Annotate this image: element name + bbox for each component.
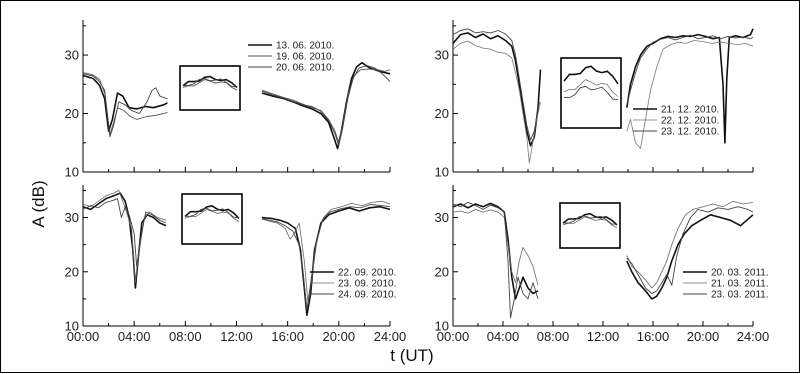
series-line-1 (261, 61, 391, 150)
panel-2: 10 20 30 21. 12. 2010.22. 12. 2010.23. 12. … (435, 20, 754, 180)
series-line-1 (626, 214, 754, 300)
x-tick-label: 12:00 (587, 329, 620, 344)
series-line-3 (261, 65, 391, 147)
legend-entry: 20. 03. 2011. (711, 268, 769, 279)
inset-box (181, 193, 243, 245)
series-line-3 (626, 206, 754, 294)
series-line-2 (626, 40, 754, 149)
series-line-2 (82, 190, 167, 283)
x-tick-label: 20:00 (687, 329, 720, 344)
inset (179, 65, 241, 111)
y-tick-label: 20 (65, 264, 79, 279)
y-tick-label: 30 (65, 210, 79, 225)
inset-line-3 (563, 85, 619, 101)
legend-entry: 24. 09. 2010. (338, 290, 396, 301)
y-tick-label: 20 (435, 264, 449, 279)
y-tick-label: 10 (435, 165, 449, 180)
series-line-3 (452, 28, 540, 141)
x-tick-label: 00:00 (437, 329, 470, 344)
y-axis-label: A (dB) (29, 180, 48, 227)
inset (560, 57, 622, 129)
series-line-1 (82, 74, 168, 132)
legend-entry: 13. 06. 2010. (276, 41, 334, 52)
x-tick-label: 16:00 (271, 329, 304, 344)
series-line-3 (262, 204, 391, 311)
inset (181, 193, 243, 245)
series-line-1 (452, 202, 539, 300)
series-line-2 (261, 200, 391, 305)
legend-entry: 20. 06. 2010. (276, 63, 334, 74)
x-tick-label: 20:00 (323, 329, 356, 344)
x-tick-label: 08:00 (169, 329, 202, 344)
y-tick-label: 20 (65, 106, 79, 121)
series-line-3 (82, 198, 167, 267)
legend-entry: 22. 09. 2010. (338, 268, 396, 279)
x-tick-label: 24:00 (737, 329, 770, 344)
y-tick-label: 30 (65, 48, 79, 63)
inset-box (179, 65, 241, 111)
legend-entry: 23. 03. 2011. (711, 290, 769, 301)
y-tick-label: 30 (435, 210, 449, 225)
inset-line-1 (562, 212, 618, 226)
inset-line-1 (184, 205, 240, 219)
y-tick-label: 20 (435, 106, 449, 121)
panel-3: 10 20 30 00:00 04:00 08:00 12:00 16:00 20:00 24:0… (65, 185, 407, 344)
series-line-2 (261, 68, 391, 144)
series-line-2 (82, 72, 168, 135)
y-tick-label: 10 (65, 319, 79, 334)
legend-entry: 23. 09. 2010. (338, 279, 396, 290)
panel-4: 10 20 30 00:00 04:00 08:00 12:00 16:00 20:00 24:0… (435, 185, 770, 344)
inset (559, 202, 621, 249)
legend-entry: 22. 12. 2010. (661, 116, 719, 127)
panel-1: 10 20 30 13. 06. 2010.19. 06. 2010.20. 06. … (65, 20, 391, 180)
inset-line-2 (563, 79, 619, 97)
x-tick-label: 04:00 (487, 329, 520, 344)
x-tick-label: 24:00 (374, 329, 407, 344)
x-axis-label: t (UT) (390, 346, 433, 365)
x-tick-label: 08:00 (537, 329, 570, 344)
series-line-1 (82, 192, 167, 289)
inset-line-3 (562, 215, 618, 225)
series-line-1 (452, 32, 542, 147)
legend-entry: 19. 06. 2010. (276, 52, 334, 63)
inset-box (559, 202, 621, 249)
legend-entry: 23. 12. 2010. (661, 127, 719, 138)
series-line-3 (626, 34, 754, 105)
series-line-3 (82, 73, 168, 138)
x-tick-label: 04:00 (118, 329, 151, 344)
inset-line-3 (184, 207, 240, 219)
series-line-3 (452, 201, 539, 319)
y-tick-label: 10 (435, 319, 449, 334)
chart-panels: 10 20 30 13. 06. 2010.19. 06. 2010.20. 06. … (65, 20, 770, 344)
legend-entry: 21. 03. 2011. (711, 279, 769, 290)
inset-line-3 (182, 78, 238, 88)
x-tick-label: 00:00 (67, 329, 100, 344)
x-tick-label: 16:00 (637, 329, 670, 344)
inset-box (560, 57, 622, 129)
x-tick-label: 12:00 (220, 329, 253, 344)
series-line-2 (626, 200, 754, 289)
y-tick-label: 10 (65, 165, 79, 180)
inset-line-1 (563, 65, 619, 85)
series-line-2 (452, 40, 541, 164)
y-tick-label: 30 (435, 48, 449, 63)
legend-entry: 21. 12. 2010. (661, 105, 719, 116)
inset-line-1 (182, 75, 238, 89)
